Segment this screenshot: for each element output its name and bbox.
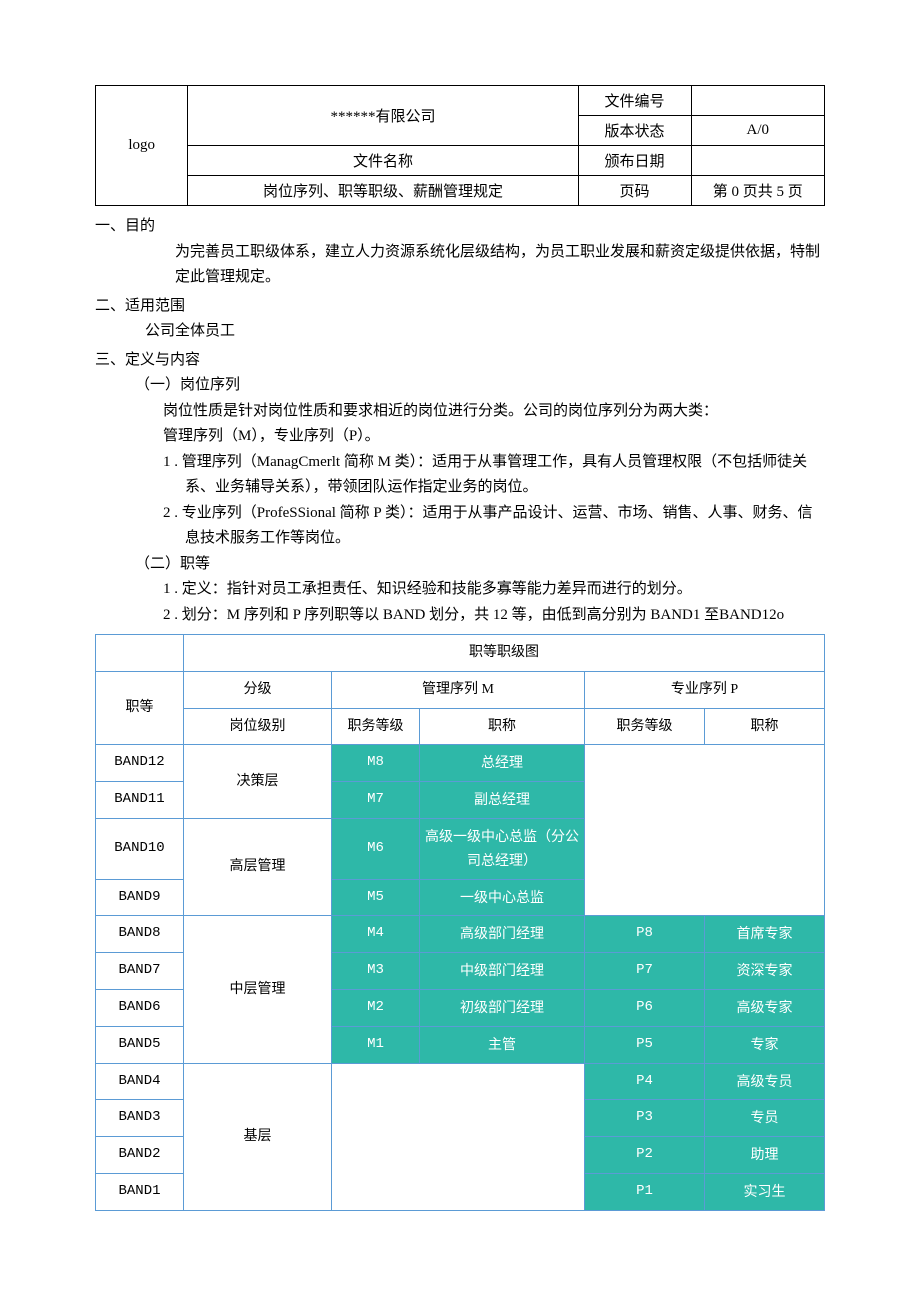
- m-title: 总经理: [420, 745, 585, 782]
- p-level: P2: [585, 1137, 705, 1174]
- band-cell: BAND2: [96, 1137, 184, 1174]
- col-title-p: 职称: [705, 708, 825, 745]
- m-title: 主管: [420, 1026, 585, 1063]
- m-level: M3: [332, 953, 420, 990]
- p-level: P5: [585, 1026, 705, 1063]
- sub-1-heading: （一）岗位序列: [95, 373, 825, 399]
- version-value: A/0: [691, 116, 825, 146]
- m-level: M6: [332, 818, 420, 879]
- m-title: 高级部门经理: [420, 916, 585, 953]
- m-title: 高级一级中心总监（分公司总经理）: [420, 818, 585, 879]
- p-level: P8: [585, 916, 705, 953]
- docno-label: 文件编号: [578, 86, 691, 116]
- band-table-title: 职等职级图: [184, 635, 825, 672]
- m-title: 副总经理: [420, 782, 585, 819]
- m-level: M2: [332, 989, 420, 1026]
- group-middle: 中层管理: [184, 916, 332, 1063]
- sub-2-item1: 1 . 定义：指针对员工承担责任、知识经验和技能多寡等能力差异而进行的划分。: [95, 577, 825, 603]
- section-1-heading: 一、目的: [95, 214, 825, 240]
- m-level: M4: [332, 916, 420, 953]
- company-name: ******有限公司: [188, 86, 578, 146]
- doc-header-table: logo ******有限公司 文件编号 版本状态 A/0 文件名称 颁布日期 …: [95, 85, 825, 206]
- logo-cell: logo: [96, 86, 188, 206]
- band-cell: BAND8: [96, 916, 184, 953]
- issue-value: [691, 146, 825, 176]
- m-level: M5: [332, 879, 420, 916]
- group-base: 基层: [184, 1063, 332, 1210]
- band-cell: BAND5: [96, 1026, 184, 1063]
- m-empty-bottom: [332, 1063, 585, 1210]
- sub-1-item2: 2 . 专业序列（ProfeSSional 简称 P 类）：适用于从事产品设计、…: [95, 501, 825, 552]
- p-title: 高级专家: [705, 989, 825, 1026]
- sub-2-heading: （二）职等: [95, 552, 825, 578]
- section-2-heading: 二、适用范围: [95, 294, 825, 320]
- col-poslevel: 岗位级别: [184, 708, 332, 745]
- band-cell: BAND12: [96, 745, 184, 782]
- p-title: 专员: [705, 1100, 825, 1137]
- band-cell: BAND4: [96, 1063, 184, 1100]
- m-level: M1: [332, 1026, 420, 1063]
- group-decision: 决策层: [184, 745, 332, 819]
- p-empty-top: [585, 745, 825, 916]
- section-2-text: 公司全体员工: [95, 319, 825, 345]
- col-band: 职等: [96, 671, 184, 745]
- page-label: 页码: [578, 176, 691, 206]
- section-1-text: 为完善员工职级体系，建立人力资源系统化层级结构，为员工职业发展和薪资定级提供依据…: [95, 240, 825, 291]
- col-p: 专业序列 P: [585, 671, 825, 708]
- col-duty-m: 职务等级: [332, 708, 420, 745]
- p-level: P4: [585, 1063, 705, 1100]
- p-title: 助理: [705, 1137, 825, 1174]
- version-label: 版本状态: [578, 116, 691, 146]
- p-title: 首席专家: [705, 916, 825, 953]
- p-level: P3: [585, 1100, 705, 1137]
- band-cell: BAND11: [96, 782, 184, 819]
- band-cell: BAND10: [96, 818, 184, 879]
- p-title: 实习生: [705, 1173, 825, 1210]
- sub-1-line1: 岗位性质是针对岗位性质和要求相近的岗位进行分类。公司的岗位序列分为两大类：: [95, 399, 825, 425]
- band-cell: BAND9: [96, 879, 184, 916]
- issue-label: 颁布日期: [578, 146, 691, 176]
- band-cell: BAND1: [96, 1173, 184, 1210]
- col-duty-p: 职务等级: [585, 708, 705, 745]
- sub-2-item2: 2 . 划分：M 序列和 P 序列职等以 BAND 划分，共 12 等，由低到高…: [95, 603, 825, 629]
- section-3-heading: 三、定义与内容: [95, 348, 825, 374]
- sub-1-item1: 1 . 管理序列（ManagCmerlt 简称 M 类）：适用于从事管理工作，具…: [95, 450, 825, 501]
- group-senior: 高层管理: [184, 818, 332, 915]
- document-body: 一、目的 为完善员工职级体系，建立人力资源系统化层级结构，为员工职业发展和薪资定…: [95, 214, 825, 1211]
- band-table: 职等职级图 职等 分级 管理序列 M 专业序列 P 岗位级别 职务等级 职称 职…: [95, 634, 825, 1211]
- col-title-m: 职称: [420, 708, 585, 745]
- page-value: 第 0 页共 5 页: [691, 176, 825, 206]
- docname-label: 文件名称: [188, 146, 578, 176]
- docno-value: [691, 86, 825, 116]
- band-cell: BAND7: [96, 953, 184, 990]
- p-title: 高级专员: [705, 1063, 825, 1100]
- col-division: 分级: [184, 671, 332, 708]
- m-title: 一级中心总监: [420, 879, 585, 916]
- band-cell: BAND3: [96, 1100, 184, 1137]
- sub-1-line2: 管理序列（M），专业序列（P）。: [95, 424, 825, 450]
- col-m: 管理序列 M: [332, 671, 585, 708]
- band-cell: BAND6: [96, 989, 184, 1026]
- m-level: M7: [332, 782, 420, 819]
- m-level: M8: [332, 745, 420, 782]
- m-title: 初级部门经理: [420, 989, 585, 1026]
- p-title: 资深专家: [705, 953, 825, 990]
- doc-title: 岗位序列、职等职级、薪酬管理规定: [188, 176, 578, 206]
- p-level: P1: [585, 1173, 705, 1210]
- p-level: P7: [585, 953, 705, 990]
- p-level: P6: [585, 989, 705, 1026]
- m-title: 中级部门经理: [420, 953, 585, 990]
- p-title: 专家: [705, 1026, 825, 1063]
